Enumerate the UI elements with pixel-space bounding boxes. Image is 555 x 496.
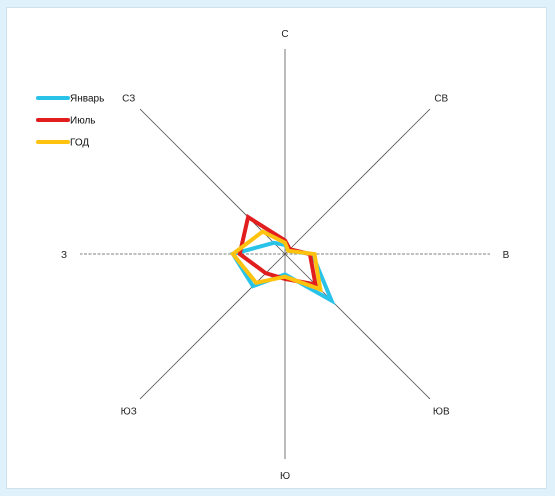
legend-label-2: ГОД <box>70 138 89 149</box>
legend: Январь Июль ГОД <box>36 94 104 149</box>
series <box>229 213 336 306</box>
legend-label-1: Июль <box>70 116 96 127</box>
axis-line-1 <box>284 108 431 255</box>
direction-labels: С СВ В ЮВ Ю ЮЗ З СЗ <box>61 29 510 482</box>
direction-label-0: С <box>281 29 288 40</box>
axis-line-7 <box>139 108 286 255</box>
axis-line-3 <box>284 253 431 400</box>
direction-label-2: В <box>503 250 510 261</box>
direction-label-3: ЮВ <box>433 406 450 417</box>
direction-label-7: СЗ <box>122 94 135 105</box>
legend-label-0: Январь <box>70 94 104 105</box>
series-line-2 <box>230 229 323 293</box>
axes <box>80 49 490 459</box>
direction-label-1: СВ <box>434 94 448 105</box>
direction-label-5: ЮЗ <box>121 406 137 417</box>
axis-line-5 <box>139 253 286 400</box>
direction-label-4: Ю <box>280 471 290 482</box>
direction-label-6: З <box>61 250 67 261</box>
chart-frame <box>6 7 547 489</box>
